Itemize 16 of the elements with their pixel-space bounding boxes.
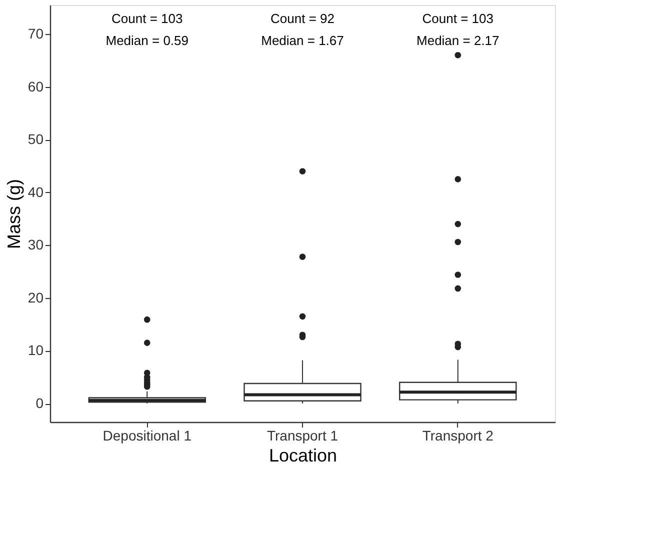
y-tick-label: 60 (28, 78, 44, 94)
y-tick-label: 30 (28, 236, 44, 253)
y-tick-label: 10 (28, 342, 44, 358)
annotation: Count = 103 Median = 2.17 (416, 11, 500, 48)
y-tick-label: 70 (28, 26, 44, 42)
x-tick-label: Depositional 1 (102, 428, 192, 444)
annotation: Count = 92 Median = 1.67 (261, 11, 344, 48)
y-axis-title: Mass (g) (4, 178, 24, 250)
x-tick-label: Transport 1 (266, 428, 338, 444)
y-tick-label: 50 (28, 131, 44, 148)
y-tick-label: 20 (28, 289, 44, 306)
y-tick-label: 0 (36, 395, 44, 412)
y-tick-label: 40 (28, 184, 44, 200)
x-axis-title: Location (268, 446, 338, 466)
x-tick-label: Transport 2 (422, 428, 494, 444)
annotation: Count = 103 Median = 0.59 (106, 11, 188, 48)
